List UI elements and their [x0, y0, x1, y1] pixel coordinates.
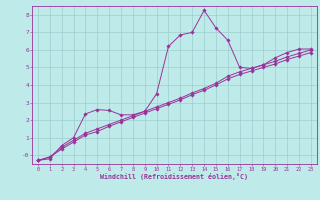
- X-axis label: Windchill (Refroidissement éolien,°C): Windchill (Refroidissement éolien,°C): [100, 173, 248, 180]
